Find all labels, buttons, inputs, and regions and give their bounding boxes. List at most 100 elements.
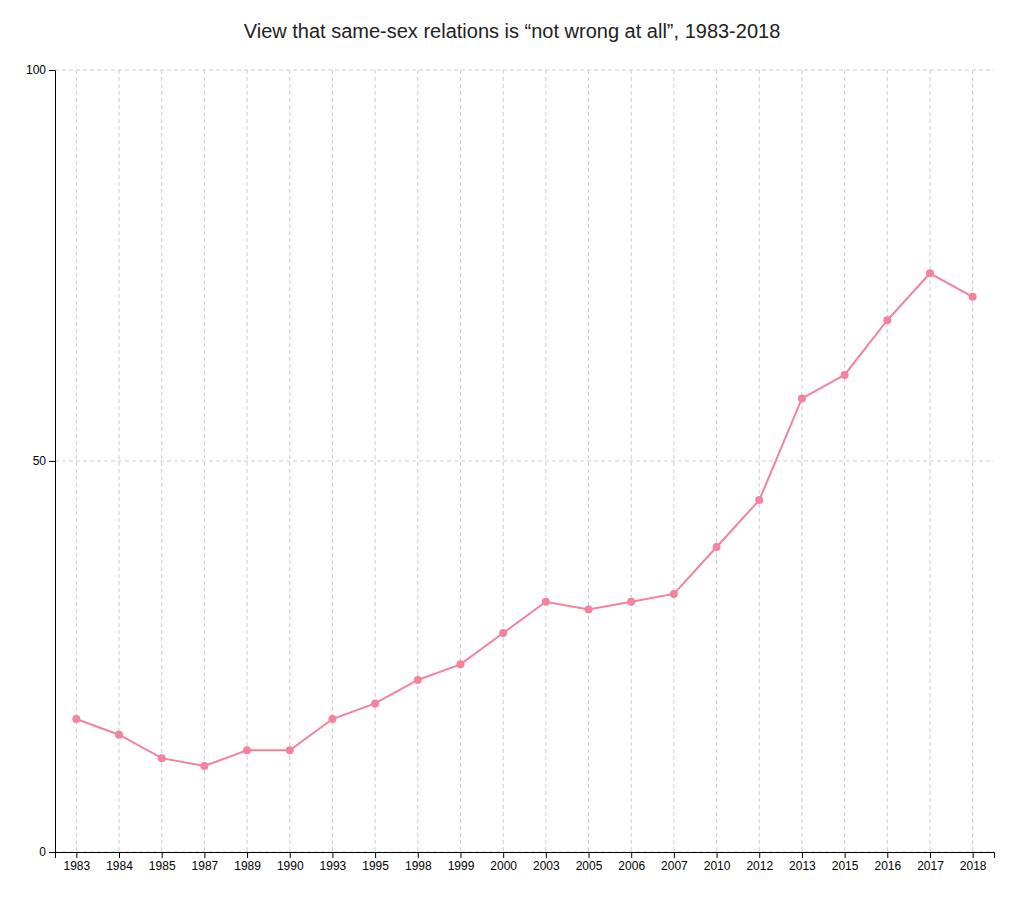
x-tick-label: 1983 [63,859,90,873]
x-tick: 1983 [63,852,90,873]
grid-line [844,70,845,852]
x-tick: 1998 [405,852,432,873]
x-tick-label: 1987 [192,859,219,873]
x-tick-mark [460,852,461,858]
point [670,590,678,598]
y-tick-mark [49,852,55,853]
x-tick-mark [759,852,760,858]
x-tick: 1999 [448,852,475,873]
x-tick: 2015 [832,852,859,873]
x-tick-mark [119,852,120,858]
y-tick-label: 100 [26,63,46,77]
point [371,699,379,707]
grid [55,70,994,852]
x-tick: 2012 [746,852,773,873]
x-tick-mark [589,852,590,858]
x-tick: 1993 [320,852,347,873]
x-tick-mark [247,852,248,858]
point [200,762,208,770]
x-tick-label: 1999 [448,859,475,873]
x-tick: 2017 [917,852,944,873]
y-tick-label: 0 [39,845,46,859]
x-tick-mark [418,852,419,858]
point [286,746,294,754]
x-tick-mark [204,852,205,858]
y-tick: 50 [33,454,55,468]
title: View that same-sex relations is “not wro… [244,20,781,42]
x-tick: 1984 [106,852,133,873]
x-tick-label: 2003 [533,859,560,873]
point [414,676,422,684]
line [76,273,972,766]
x-tick-label: 2012 [746,859,773,873]
point [243,746,251,754]
grid-line [375,70,376,852]
x-tick-mark [930,852,931,858]
x-tick-label: 2016 [874,859,901,873]
x-tick-label: 1989 [234,859,261,873]
x-tick: 2010 [704,852,731,873]
y-tick: 0 [39,845,55,859]
y-tick-mark [49,461,55,462]
x-tick: 2000 [490,852,517,873]
point [328,715,336,723]
x-tick: 1987 [192,852,219,873]
x-tick-label: 1995 [362,859,389,873]
x-tick: 1985 [149,852,176,873]
x-tick-label: 1985 [149,859,176,873]
marks [72,269,976,770]
grid-line [55,70,994,71]
point [542,598,550,606]
point [72,715,80,723]
x-tick-label: 2013 [789,859,816,873]
x-tick: 1995 [362,852,389,873]
point [798,394,806,402]
x-tick: 2007 [661,852,688,873]
x-tick-mark [973,852,974,858]
point [456,660,464,668]
x-tick-mark [674,852,675,858]
x-tick-mark [162,852,163,858]
grid-line [417,70,418,852]
x-tick: 2016 [874,852,901,873]
y-axis: 0 50 100 [26,63,56,859]
point [883,316,891,324]
grid-line [887,70,888,852]
x-tick-mark [887,852,888,858]
grid-line [801,70,802,852]
x-axis-line [56,853,995,859]
point [627,598,635,606]
x-tick-mark [845,852,846,858]
y-tick-mark [49,70,55,71]
x-tick-mark [631,852,632,858]
point [713,543,721,551]
plot: 1983 1984 1985 1987 1989 1990 1993 1995 1998 1999… [26,63,995,872]
chart: View that same-sex relations is “not wro… [0,0,1024,897]
x-tick: 2018 [960,852,987,873]
x-tick: 1989 [234,852,261,873]
x-tick-label: 1984 [106,859,133,873]
x-tick-label: 2006 [618,859,645,873]
x-tick-label: 2007 [661,859,688,873]
x-tick: 1990 [277,852,304,873]
point [841,371,849,379]
x-tick: 2003 [533,852,560,873]
x-tick: 2013 [789,852,816,873]
x-tick-label: 2000 [490,859,517,873]
x-tick-label: 2005 [576,859,603,873]
point [115,731,123,739]
x-tick-label: 2017 [917,859,944,873]
x-tick-label: 2015 [832,859,859,873]
x-tick-label: 2018 [960,859,987,873]
x-tick-mark [332,852,333,858]
x-tick-label: 1990 [277,859,304,873]
point [499,629,507,637]
grid-line [332,70,333,852]
point [158,754,166,762]
y-axis-line [49,71,56,853]
point [585,606,593,614]
x-axis: 1983 1984 1985 1987 1989 1990 1993 1995 1998 1999… [56,852,995,873]
y-tick: 100 [26,63,55,77]
x-tick-label: 1993 [320,859,347,873]
x-tick-mark [375,852,376,858]
